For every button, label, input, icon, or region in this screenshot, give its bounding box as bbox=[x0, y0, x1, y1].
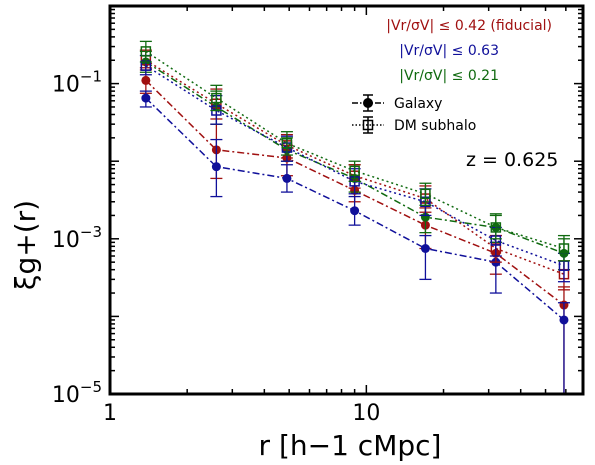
legend-series-2: |Vr/σV| ≤ 0.21 bbox=[399, 68, 499, 84]
data-point-dm-subhalo bbox=[211, 92, 222, 104]
data-layer bbox=[139, 40, 570, 395]
data-point-dm-subhalo bbox=[420, 188, 431, 200]
y-tick-label: 10−3 bbox=[52, 223, 102, 253]
data-point-galaxy bbox=[141, 75, 151, 85]
data-point-dm-subhalo bbox=[558, 243, 570, 254]
data-point-galaxy bbox=[282, 173, 292, 183]
data-point-dm-subhalo bbox=[281, 138, 293, 149]
data-point-galaxy bbox=[211, 162, 221, 172]
data-point-galaxy bbox=[141, 93, 151, 103]
y-tick-label: 10−1 bbox=[52, 68, 102, 98]
data-point-dm-subhalo bbox=[349, 165, 360, 177]
legend-series-0: |Vr/σV| ≤ 0.42 (fiducial) bbox=[386, 18, 552, 34]
y-tick-label: 10−5 bbox=[52, 378, 102, 408]
legend-label-dm-subhalo: DM subhalo bbox=[394, 118, 476, 134]
data-point-dm-subhalo bbox=[490, 222, 502, 233]
legend-marker-dm bbox=[352, 116, 384, 134]
plot-frame bbox=[108, 4, 585, 396]
data-point-galaxy bbox=[350, 206, 360, 216]
y-axis-label: ξg+(r) bbox=[9, 200, 42, 290]
legend-label-galaxy: Galaxy bbox=[394, 96, 442, 112]
data-point-galaxy bbox=[420, 243, 430, 253]
axes-layer: 1 10 10−5 10−3 10−1 bbox=[52, 4, 585, 426]
data-point-galaxy bbox=[559, 315, 569, 325]
data-point-dm-subhalo bbox=[140, 46, 152, 57]
legend-series-1: |Vr/σV| ≤ 0.63 bbox=[399, 43, 499, 59]
x-axis-label: r [h−1 cMpc] bbox=[259, 429, 442, 462]
redshift-annotation: z = 0.625 bbox=[466, 149, 558, 171]
series-5 bbox=[139, 40, 570, 262]
x-tick-label: 10 bbox=[352, 401, 380, 426]
x-tick-label: 1 bbox=[103, 401, 117, 426]
legend-marker-galaxy bbox=[352, 94, 384, 112]
legend: |Vr/σV| ≤ 0.42 (fiducial) |Vr/σV| ≤ 0.63… bbox=[352, 18, 552, 134]
